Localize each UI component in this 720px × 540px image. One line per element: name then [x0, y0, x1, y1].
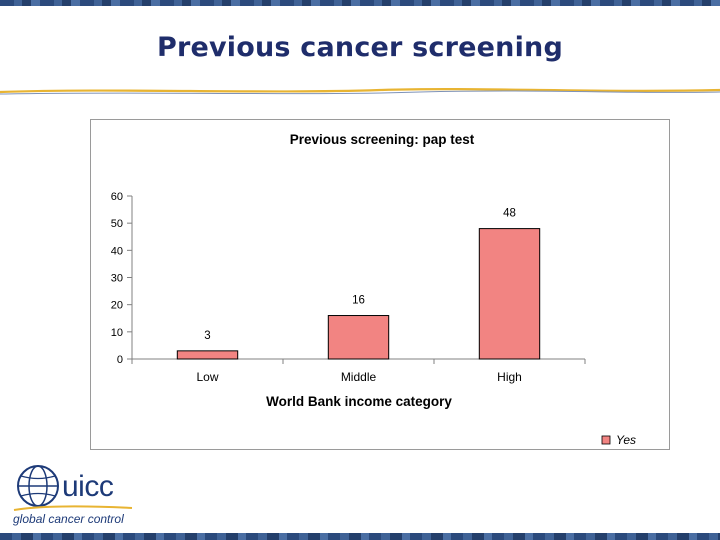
bar-middle	[327, 315, 390, 360]
x-tick-label: High	[497, 370, 522, 384]
bottom-border	[0, 533, 720, 540]
legend-label: Yes	[616, 433, 636, 447]
chart-title: Previous screening: pap test	[290, 132, 475, 147]
x-axis-label: World Bank income category	[266, 394, 452, 409]
y-tick-label: 20	[111, 300, 123, 312]
data-label: 48	[503, 208, 516, 220]
y-tick-label: 30	[111, 273, 123, 285]
x-tick-label: Middle	[341, 370, 377, 384]
title-underline	[0, 88, 720, 95]
bar-chart: Previous screening: pap test 0 10 20 30 40 50 6…	[111, 132, 636, 447]
logo-wordmark: uicc	[62, 470, 114, 503]
y-tick-label: 40	[111, 245, 123, 257]
data-label: 3	[204, 330, 210, 342]
slide-title: Previous cancer screening	[156, 32, 564, 63]
data-label: 16	[352, 295, 365, 307]
y-tick-label: 0	[117, 354, 123, 366]
bar-high	[478, 228, 541, 360]
y-tick-label: 10	[111, 327, 123, 339]
chart-frame: Previous screening: pap test 0 10 20 30 40 50 6…	[90, 119, 670, 450]
y-tick-label: 50	[111, 218, 123, 230]
globe-icon	[13, 465, 133, 511]
legend-swatch	[601, 435, 611, 445]
bar-low	[176, 350, 239, 360]
top-border	[0, 0, 720, 6]
x-tick-label: Low	[196, 370, 218, 384]
y-tick-label: 60	[111, 191, 123, 203]
logo-tagline: global cancer control	[13, 512, 124, 526]
